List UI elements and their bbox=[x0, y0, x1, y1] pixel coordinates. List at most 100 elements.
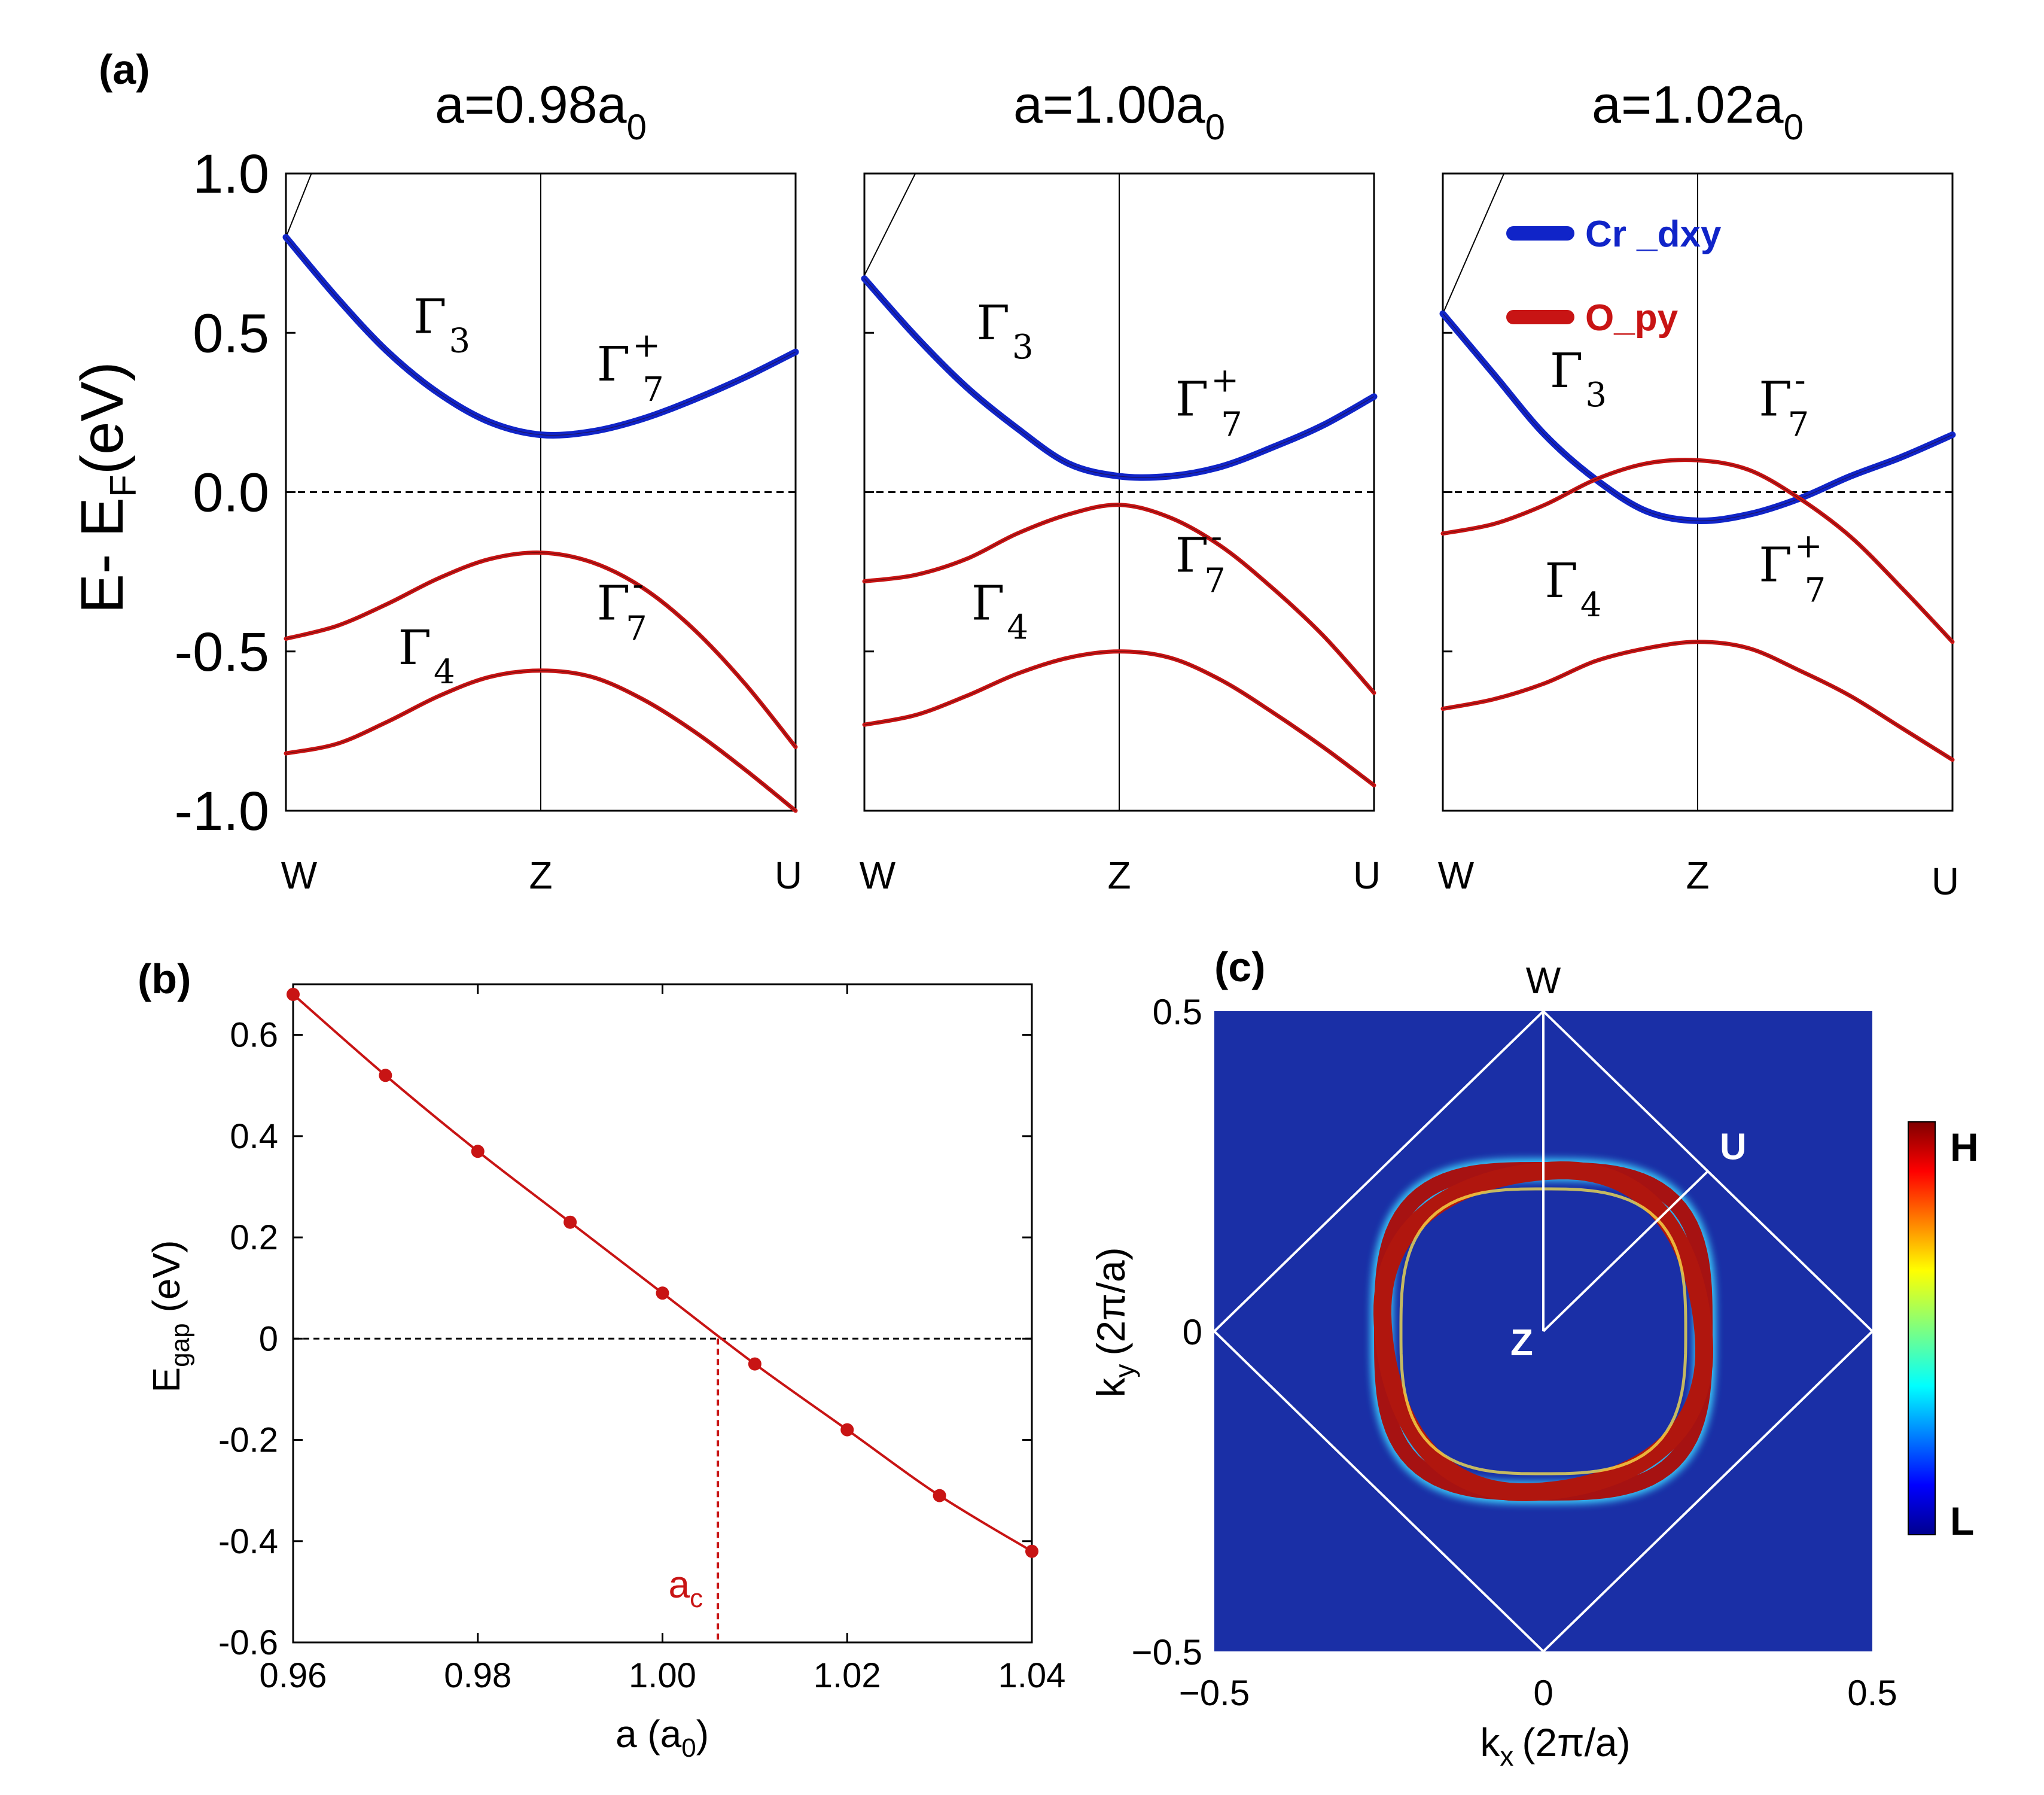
point-label-w: W bbox=[1526, 960, 1561, 1002]
k-path-label-z: Z bbox=[1686, 854, 1709, 897]
gap-y-tick-label-2: 0.2 bbox=[230, 1218, 278, 1257]
colorbar-high-label: H bbox=[1950, 1125, 1979, 1169]
colorbar bbox=[1908, 1121, 1936, 1535]
gamma-subscript: 7 bbox=[626, 610, 647, 649]
gap-x-tick-label-4: 1.04 bbox=[998, 1656, 1066, 1695]
fermi-contours bbox=[1370, 1158, 1716, 1504]
gap-data-point-8 bbox=[1025, 1544, 1038, 1558]
band-core-line bbox=[864, 651, 1375, 786]
gamma-symbol: Γ bbox=[976, 295, 1010, 351]
gamma-subscript: 7 bbox=[1221, 406, 1242, 445]
fermi-contour-inner-edge bbox=[1399, 1187, 1687, 1475]
panel-c-fermi-surface: WUZ −0.5 0 0.50.50−0.5 kx (2π/a) ky(2π/a) H… bbox=[1089, 960, 1979, 1772]
gamma-superscript: + bbox=[1795, 527, 1823, 566]
gamma-annotation-0: Γ3 bbox=[413, 288, 470, 360]
gamma-annotation-3: Γ4 bbox=[1545, 553, 1601, 625]
gamma-annotation-1: Γ+ 7 bbox=[597, 326, 664, 409]
gamma-superscript: - bbox=[1211, 518, 1222, 556]
band-ylabel: E- EF(eV) bbox=[69, 361, 144, 613]
gamma-symbol: Γ bbox=[1550, 343, 1583, 398]
gap-data-point-1 bbox=[379, 1069, 392, 1082]
gap-ylabel-sub: gap bbox=[166, 1323, 195, 1367]
gamma-subscript: 7 bbox=[1204, 562, 1226, 601]
gap-axes: 0.96 0.98 1.00 1.02 1.04 0.6 0.4 0.2 0 -0.2 -0.4 -0… bbox=[218, 984, 1065, 1695]
gamma-symbol: Γ bbox=[1759, 537, 1792, 593]
gamma-subscript: 3 bbox=[449, 321, 471, 360]
colorbar-low-label: L bbox=[1950, 1499, 1974, 1543]
gap-data-point-0 bbox=[287, 987, 300, 1001]
band-title-sub: 0 bbox=[627, 107, 647, 147]
panel-label-a: (a) bbox=[99, 46, 150, 93]
gamma-annotation-0: Γ3 bbox=[976, 295, 1033, 367]
band-core-line bbox=[285, 552, 796, 747]
gamma-annotation-2: Γ- 7 bbox=[1175, 518, 1226, 601]
critical-label-main: a bbox=[669, 1563, 690, 1606]
gap-data-point-6 bbox=[840, 1423, 854, 1437]
gap-data-point-3 bbox=[563, 1215, 577, 1229]
legend-label-0: Cr _dxy bbox=[1585, 214, 1722, 255]
band-subplot-title: a=0.98a0 bbox=[435, 75, 647, 147]
band-title-sub: 0 bbox=[1205, 107, 1225, 147]
fermi-xlabel-unit: (2π/a) bbox=[1522, 1720, 1630, 1764]
gap-x-tick-label-0: 0.96 bbox=[260, 1656, 327, 1695]
gamma-annotation-3: Γ4 bbox=[971, 576, 1028, 647]
gamma-symbol: Γ bbox=[1175, 528, 1209, 583]
band-y-tick-label-4: -1.0 bbox=[174, 781, 269, 842]
gap-data-point-7 bbox=[933, 1489, 946, 1502]
gamma-symbol: Γ bbox=[971, 576, 1005, 631]
brillouin-zone-lines bbox=[1213, 1009, 1874, 1653]
gamma-symbol: Γ bbox=[1175, 372, 1209, 427]
k-path-label-w: W bbox=[860, 854, 896, 897]
k-path-label-z: Z bbox=[529, 854, 552, 897]
band-y-tick-label-1: 0.5 bbox=[193, 303, 269, 364]
gamma-superscript: - bbox=[632, 565, 644, 604]
band-legend: Cr _dxy O_py bbox=[1506, 214, 1722, 339]
band-subplot-title: a=1.00a0 bbox=[1013, 75, 1225, 147]
fermi-xlabel-main: k bbox=[1480, 1720, 1500, 1764]
fermi-y-tick-label-1: 0 bbox=[1183, 1312, 1202, 1352]
fermi-x-tick-label-2: 0.5 bbox=[1847, 1673, 1897, 1713]
band-extra-line bbox=[1442, 173, 1505, 314]
gap-data-point-5 bbox=[748, 1357, 761, 1371]
gamma-subscript: 7 bbox=[642, 370, 664, 409]
gap-y-tick-label-6: -0.6 bbox=[218, 1623, 278, 1662]
gap-ylabel-unit: (eV) bbox=[145, 1240, 188, 1312]
gap-xlabel-sub: 0 bbox=[681, 1733, 696, 1763]
gamma-annotation-1: Γ+ 7 bbox=[1175, 361, 1242, 445]
gap-x-tick-label-3: 1.02 bbox=[814, 1656, 881, 1695]
fermi-xlabel: kx (2π/a) bbox=[1480, 1720, 1630, 1772]
gamma-annotation-1: Γ- 7 bbox=[1759, 361, 1809, 445]
gap-x-tick-label-2: 1.00 bbox=[629, 1656, 696, 1695]
fermi-ylabel-unit: (2π/a) bbox=[1089, 1247, 1133, 1355]
gap-data-point-2 bbox=[471, 1145, 485, 1158]
gamma-symbol: Γ bbox=[413, 288, 447, 344]
panel-label-c: (c) bbox=[1214, 944, 1266, 990]
gap-y-tick-label-5: -0.4 bbox=[218, 1522, 278, 1561]
band-title-main: a=1.02a bbox=[1592, 75, 1784, 134]
gamma-superscript: + bbox=[632, 326, 660, 365]
critical-label-sub: c bbox=[690, 1584, 703, 1613]
gap-y-tick-label-4: -0.2 bbox=[218, 1421, 278, 1460]
band-title-main: a=0.98a bbox=[435, 75, 627, 134]
fermi-y-tick-label-2: −0.5 bbox=[1132, 1632, 1202, 1672]
gamma-symbol: Γ bbox=[597, 576, 630, 631]
band-extra-line bbox=[285, 173, 312, 238]
gamma-annotation-2: Γ+ 7 bbox=[1759, 527, 1826, 610]
gap-y-tick-label-0: 0.6 bbox=[230, 1016, 278, 1055]
fermi-xlabel-sub: x bbox=[1500, 1741, 1513, 1772]
fermi-y-tick-label-0: 0.5 bbox=[1153, 992, 1202, 1032]
band-extra-line bbox=[864, 173, 916, 276]
band-core-line bbox=[864, 504, 1375, 693]
k-path-label-u: U bbox=[1932, 860, 1959, 903]
gap-data-point-4 bbox=[656, 1286, 669, 1300]
point-label-z: Z bbox=[1510, 1322, 1533, 1364]
gamma-annotation-2: Γ- 7 bbox=[597, 565, 647, 649]
gap-plot-frame bbox=[292, 983, 1033, 1644]
band-ylabel-sub: F bbox=[103, 474, 144, 497]
gamma-subscript: 4 bbox=[1007, 609, 1028, 647]
gamma-subscript: 7 bbox=[1788, 406, 1810, 445]
fermi-ylabel-main: k bbox=[1089, 1377, 1133, 1398]
